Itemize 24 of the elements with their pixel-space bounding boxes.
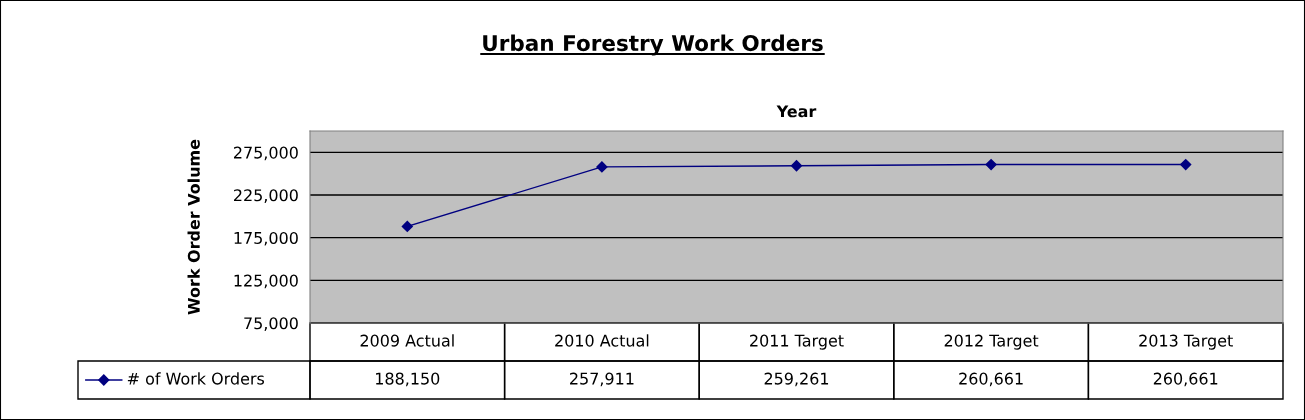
x-tick-label: 2012 Target (944, 334, 1039, 350)
x-tick-label: 2010 Actual (555, 334, 649, 347)
y-tick-label: 225,000 (234, 189, 298, 203)
point (1180, 158, 1192, 171)
text: 260,661 (959, 372, 1023, 387)
text: 188,150 (376, 372, 440, 387)
y-axis-title: Work Order Volume (187, 139, 200, 315)
y-tick-label: 175,000 (234, 231, 298, 246)
text: 260,661 (1153, 372, 1218, 387)
x-tick-label: 2013 Target (1139, 334, 1233, 350)
point (596, 161, 608, 173)
point (790, 160, 803, 172)
y-tick-label: 125,000 (234, 274, 298, 289)
x-tick-label: 2011 Target (750, 334, 844, 350)
point (985, 158, 997, 171)
x-tick-label: 2009 Actual (360, 334, 454, 347)
text: 259,261 (764, 372, 829, 387)
y-tick-label: 75,000 (244, 317, 298, 331)
point (401, 220, 413, 233)
chart-title: Urban Forestry Work Orders (483, 34, 823, 56)
text: 257,911 (570, 372, 634, 387)
legend-label: # of Work Orders (127, 372, 265, 385)
y-tick-label: 275,000 (234, 146, 298, 161)
x-axis-title: Year (776, 105, 817, 118)
